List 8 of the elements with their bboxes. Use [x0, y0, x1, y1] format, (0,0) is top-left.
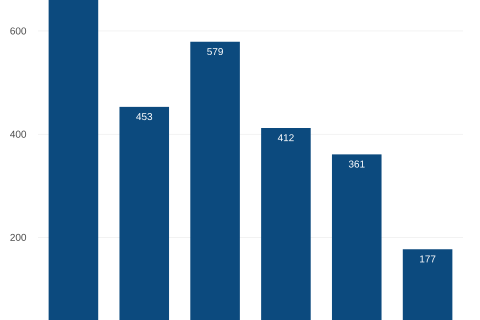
- y-tick-label: 400: [10, 130, 26, 138]
- data-label: 453: [136, 113, 152, 120]
- data-label: 177: [420, 255, 436, 262]
- y-tick-label: 200: [10, 234, 26, 241]
- data-label: 361: [348, 160, 365, 168]
- y-tick-label: 600: [10, 27, 26, 34]
- data-label: 579: [207, 48, 223, 56]
- data-label: 412: [278, 134, 294, 142]
